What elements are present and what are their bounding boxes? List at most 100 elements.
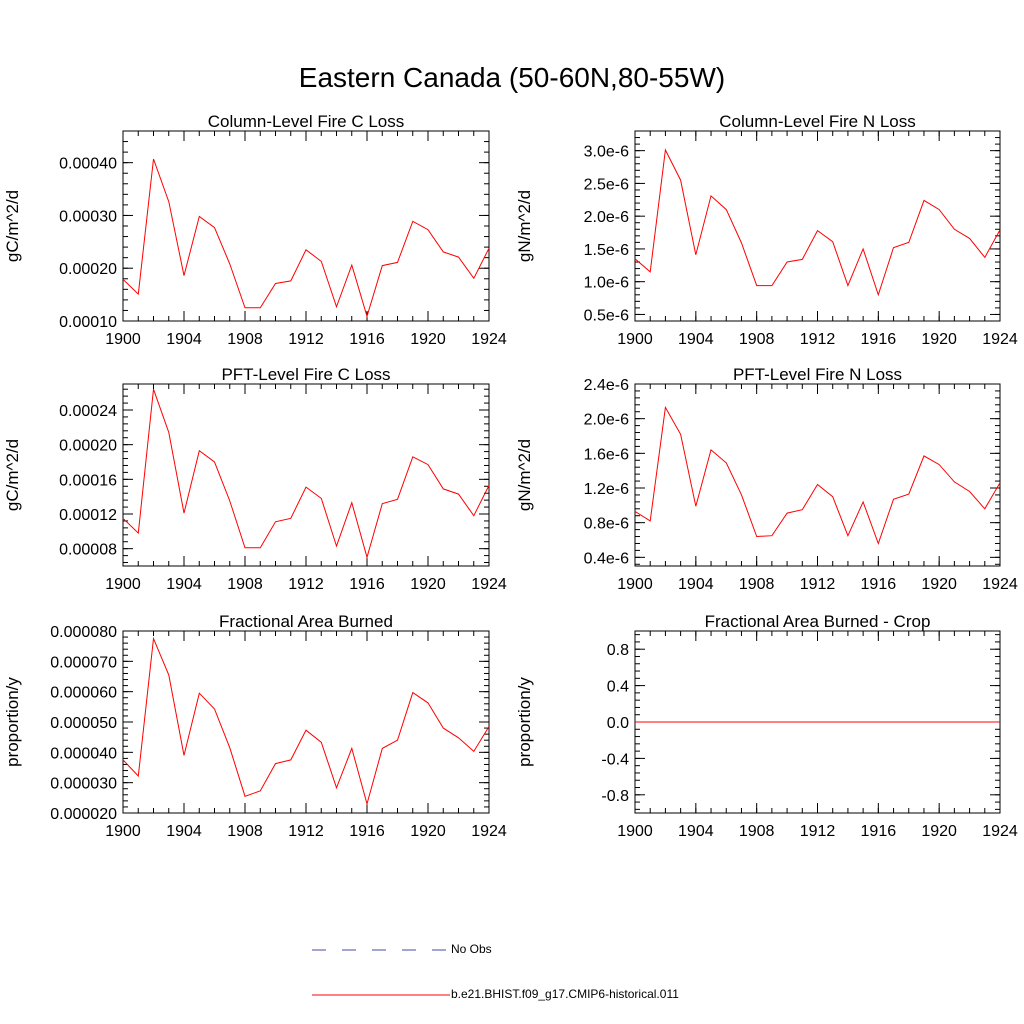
- panel-title: PFT-Level Fire C Loss: [221, 365, 390, 384]
- series-line: [634, 405, 1001, 545]
- x-tick-label: 1924: [471, 576, 507, 593]
- x-tick-label: 1920: [410, 576, 446, 593]
- panel-2: Column-Level Fire N Loss gN/m^2/d 1900 1904…: [515, 112, 1018, 348]
- y-tick-label: 0.0: [607, 715, 629, 732]
- x-tick-label: 1908: [739, 331, 775, 348]
- x-tick-label: 1920: [921, 331, 957, 348]
- x-tick-label: 1900: [617, 576, 653, 593]
- y-tick-label: 0.000050: [50, 715, 117, 732]
- y-axis-label: gN/m^2/d: [515, 190, 534, 262]
- x-tick-label: 1900: [617, 823, 653, 840]
- y-tick-label: 2.0e-6: [584, 412, 629, 429]
- figure-title: Eastern Canada (50-60N,80-55W): [298, 62, 726, 93]
- y-axis-label: proportion/y: [515, 677, 534, 767]
- y-tick-label: 0.000070: [50, 654, 117, 671]
- panel-4: PFT-Level Fire N Loss gN/m^2/d 1900 1904 190…: [515, 365, 1018, 593]
- series-line: [122, 636, 490, 806]
- y-axis-label: proportion/y: [3, 677, 22, 767]
- y-tick-label: 0.00008: [59, 542, 117, 559]
- y-tick-label: 0.8: [607, 642, 629, 659]
- x-tick-label: 1904: [166, 331, 202, 348]
- x-tick-label: 1912: [288, 576, 324, 593]
- x-tick-label: 1916: [349, 331, 385, 348]
- y-tick-label: 0.00016: [59, 472, 117, 489]
- panel-title: PFT-Level Fire N Loss: [733, 365, 902, 384]
- x-tick-label: 1908: [739, 576, 775, 593]
- x-tick-label: 1904: [166, 576, 202, 593]
- x-tick-label: 1912: [288, 823, 324, 840]
- y-tick-label: 0.000080: [50, 624, 117, 641]
- y-tick-label: 0.4: [607, 679, 629, 696]
- y-tick-label: 0.5e-6: [584, 307, 629, 324]
- series-line: [634, 148, 1001, 297]
- y-axis-label: gN/m^2/d: [515, 439, 534, 511]
- y-tick-label: 0.000040: [50, 745, 117, 762]
- panel-title: Fractional Area Burned - Crop: [705, 612, 931, 631]
- legend-model-label: b.e21.BHIST.f09_g17.CMIP6-historical.011: [451, 987, 679, 1001]
- panel-title: Column-Level Fire C Loss: [208, 112, 405, 131]
- y-tick-label: 0.000020: [50, 806, 117, 823]
- y-tick-label: 1.5e-6: [584, 242, 629, 259]
- x-tick-label: 1924: [471, 823, 507, 840]
- x-tick-label: 1916: [861, 576, 897, 593]
- y-tick-label: 0.00030: [59, 208, 117, 225]
- x-tick-label: 1924: [982, 331, 1018, 348]
- y-tick-label: 1.2e-6: [584, 481, 629, 498]
- y-tick-label: 1.6e-6: [584, 446, 629, 463]
- x-tick-label: 1904: [166, 823, 202, 840]
- series-line: [122, 158, 490, 319]
- x-tick-label: 1916: [349, 823, 385, 840]
- y-tick-label: 2.4e-6: [584, 377, 629, 394]
- x-tick-label: 1916: [349, 576, 385, 593]
- y-tick-label: 0.00040: [59, 156, 117, 173]
- plot-frame: [634, 383, 1001, 567]
- x-tick-label: 1920: [921, 823, 957, 840]
- y-tick-label: 0.00020: [59, 438, 117, 455]
- x-tick-label: 1904: [678, 823, 714, 840]
- y-tick-label: -0.4: [601, 751, 629, 768]
- legend-no-obs-line: [312, 949, 447, 951]
- x-tick-label: 1908: [227, 331, 263, 348]
- x-tick-label: 1924: [982, 823, 1018, 840]
- x-tick-label: 1912: [288, 331, 324, 348]
- panel-5: Fractional Area Burned proportion/y 1900 19…: [3, 612, 507, 840]
- x-tick-label: 1924: [982, 576, 1018, 593]
- x-tick-label: 1900: [617, 331, 653, 348]
- x-tick-label: 1908: [227, 823, 263, 840]
- panel-title: Fractional Area Burned: [219, 612, 393, 631]
- y-tick-label: 2.0e-6: [584, 209, 629, 226]
- x-tick-label: 1912: [800, 576, 836, 593]
- y-tick-label: 0.00012: [59, 507, 117, 524]
- x-tick-label: 1904: [678, 576, 714, 593]
- series-line: [122, 389, 490, 560]
- x-tick-label: 1900: [105, 576, 141, 593]
- x-tick-label: 1904: [678, 331, 714, 348]
- x-tick-label: 1916: [861, 331, 897, 348]
- panel-6: Fractional Area Burned - Crop proportion/…: [515, 612, 1018, 840]
- panel-1: Column-Level Fire C Loss gC/m^2/d 1900 1904…: [3, 112, 507, 348]
- x-tick-label: 1900: [105, 823, 141, 840]
- x-tick-label: 1916: [861, 823, 897, 840]
- y-tick-label: 3.0e-6: [584, 144, 629, 161]
- y-tick-label: 0.00010: [59, 314, 117, 331]
- y-tick-label: 0.000030: [50, 776, 117, 793]
- x-tick-label: 1908: [227, 576, 263, 593]
- panel-3: PFT-Level Fire C Loss gC/m^2/d 1900 1904 190…: [3, 365, 507, 593]
- x-tick-label: 1912: [800, 823, 836, 840]
- x-tick-label: 1920: [410, 823, 446, 840]
- y-tick-label: 0.8e-6: [584, 516, 629, 533]
- y-axis-label: gC/m^2/d: [3, 439, 22, 511]
- y-tick-label: -0.8: [601, 788, 629, 805]
- x-tick-label: 1900: [105, 331, 141, 348]
- y-tick-label: 0.000060: [50, 685, 117, 702]
- x-tick-label: 1912: [800, 331, 836, 348]
- x-tick-label: 1908: [739, 823, 775, 840]
- x-tick-label: 1920: [410, 331, 446, 348]
- y-tick-label: 1.0e-6: [584, 275, 629, 292]
- x-tick-label: 1920: [921, 576, 957, 593]
- y-tick-label: 0.00024: [59, 403, 117, 420]
- x-tick-label: 1924: [471, 331, 507, 348]
- panel-title: Column-Level Fire N Loss: [719, 112, 916, 131]
- legend-model-line: [312, 994, 450, 996]
